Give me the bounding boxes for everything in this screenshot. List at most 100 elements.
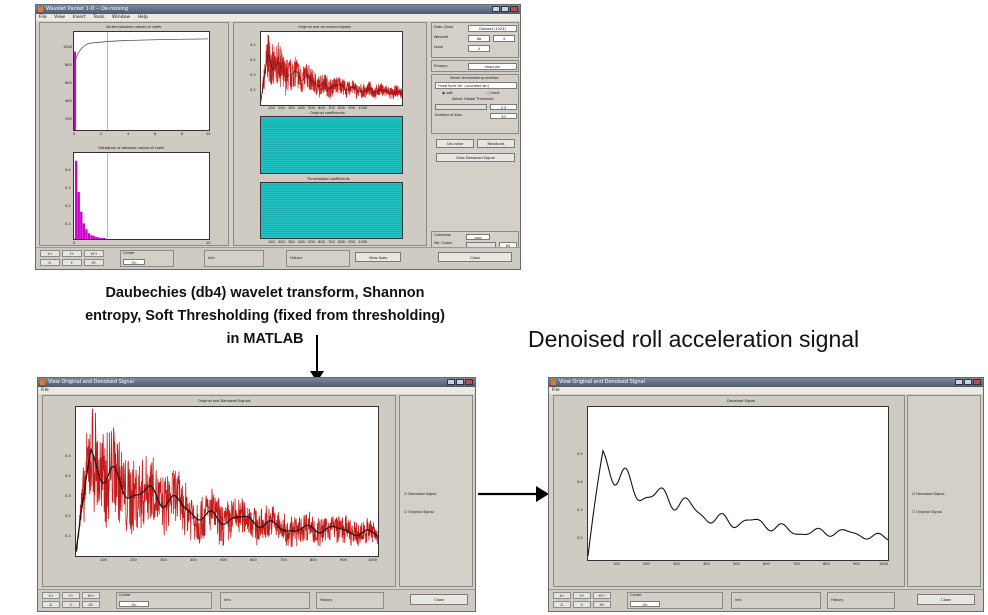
- thresholding-panel: Select thresholding method Fixed form th…: [431, 74, 519, 134]
- zoom-button[interactable]: X+: [553, 592, 571, 599]
- tick: 700: [328, 240, 335, 244]
- wavelet-order[interactable]: 4: [493, 35, 515, 42]
- x-tick: 800: [823, 562, 830, 566]
- matlab-icon: [551, 380, 556, 385]
- x-tick: 400: [190, 558, 197, 562]
- wavelet-family[interactable]: db: [468, 35, 490, 42]
- zoom-button[interactable]: X+: [40, 250, 60, 257]
- center-value[interactable]: On: [123, 259, 145, 265]
- soft-radio[interactable]: ◉ soft: [442, 91, 453, 95]
- original-denoised-window: View Original and Denoised Signal File O…: [37, 377, 476, 612]
- center-value[interactable]: On: [630, 601, 660, 607]
- legend-original[interactable]: ☑ Original Signal: [404, 510, 434, 514]
- menu-file[interactable]: File: [552, 388, 560, 393]
- thresholding-method-select[interactable]: Fixed form thr. (unscaled wn): [435, 82, 517, 89]
- bins-value[interactable]: 50: [490, 113, 517, 119]
- close-button[interactable]: Close: [410, 594, 468, 605]
- center-value[interactable]: On: [119, 601, 149, 607]
- zoom-button[interactable]: XY+: [82, 592, 100, 599]
- zoom-button[interactable]: XY-: [84, 259, 104, 266]
- menu-file[interactable]: File: [39, 15, 47, 20]
- thresholding-title: Select thresholding method: [450, 76, 499, 80]
- zoom-button[interactable]: Y+: [62, 250, 82, 257]
- original-denoised-title: Original and de-noised signals: [298, 25, 351, 29]
- legend-original[interactable]: ☐ Original Signal: [912, 510, 942, 514]
- zoom-button[interactable]: X+: [42, 592, 60, 599]
- menu-insert[interactable]: Insert: [72, 15, 86, 20]
- global-threshold-value[interactable]: 2.5: [490, 104, 517, 110]
- close-icon[interactable]: [973, 379, 981, 385]
- menu-help[interactable]: Help: [137, 15, 149, 20]
- zoom-button[interactable]: X-: [553, 601, 571, 608]
- legend-denoised[interactable]: ☑ Denoised Signal: [912, 492, 945, 496]
- zoom-button[interactable]: X-: [40, 259, 60, 266]
- close-icon[interactable]: [510, 6, 518, 12]
- process-caption: Daubechies (db4) wavelet transform, Shan…: [0, 282, 530, 351]
- signal-y-tick: 0.2: [250, 88, 256, 92]
- legend-original-label: Original Signal: [408, 510, 434, 514]
- x-tick: 800: [310, 558, 317, 562]
- close-button[interactable]: Close: [438, 252, 512, 262]
- info-box: Info: [731, 592, 821, 609]
- maximize-icon[interactable]: [456, 379, 464, 385]
- hard-radio[interactable]: ○ hard: [487, 91, 500, 95]
- zoom-button[interactable]: XY-: [82, 601, 100, 608]
- maximize-icon[interactable]: [501, 6, 509, 12]
- maximize-icon[interactable]: [964, 379, 972, 385]
- x-tick: 300: [673, 562, 680, 566]
- histogram-bar: [74, 160, 78, 239]
- colormap-select[interactable]: cool: [466, 234, 490, 240]
- y-tick: 0.4: [577, 480, 583, 484]
- x-tick: 600: [250, 558, 257, 562]
- sorted-x-tick: 4: [127, 132, 130, 136]
- denoised-signal-line: [76, 447, 378, 553]
- zoom-button[interactable]: Y+: [573, 592, 591, 599]
- zoom-button[interactable]: Y-: [573, 601, 591, 608]
- process-caption-line2: entropy, Soft Thresholding (fixed from t…: [85, 308, 445, 324]
- minimize-icon[interactable]: [955, 379, 963, 385]
- tick: 300: [288, 240, 295, 244]
- global-threshold-slider[interactable]: [435, 104, 487, 110]
- sorted-x-tick: 2: [100, 132, 103, 136]
- sorted-y-tick: 400: [65, 99, 72, 103]
- zoom-button[interactable]: Y+: [62, 592, 80, 599]
- view-axes-button[interactable]: View Axes: [355, 252, 401, 262]
- menu-window[interactable]: Window: [111, 15, 131, 20]
- soft-label: soft: [446, 91, 453, 95]
- legend-denoised[interactable]: ☑ Denoised Signal: [404, 492, 437, 496]
- history-box: History: [827, 592, 895, 609]
- sorted-y-tick: 800: [65, 63, 72, 67]
- x-tick: 1000: [368, 558, 377, 562]
- level-value[interactable]: 4: [468, 45, 490, 52]
- minimize-icon[interactable]: [447, 379, 455, 385]
- original-coefs-title: Original coefficients: [310, 111, 345, 115]
- zoom-button[interactable]: X-: [42, 601, 60, 608]
- denoise-button[interactable]: De-noise: [436, 139, 474, 148]
- original-coefs-axes: [260, 116, 403, 174]
- residuals-button[interactable]: Residuals: [477, 139, 515, 148]
- wavelet-toolbox-window: Wavelet Packet 1-D -- De-noising File Vi…: [35, 4, 521, 270]
- zoom-button[interactable]: Y-: [62, 259, 82, 266]
- center-label: Center: [123, 251, 135, 255]
- close-icon[interactable]: [465, 379, 473, 385]
- menu-file[interactable]: File: [41, 388, 49, 393]
- y-tick: 0.2: [577, 536, 583, 540]
- info-label: Info: [224, 598, 231, 602]
- zoom-button[interactable]: XY-: [593, 601, 611, 608]
- menu-tools[interactable]: Tools: [93, 15, 105, 20]
- histogram-axes: [73, 152, 210, 240]
- zoom-button[interactable]: XY+: [84, 250, 104, 257]
- histogram-bar: [95, 237, 98, 239]
- signal-y-tick: 0.3: [250, 73, 256, 77]
- down-arrow: [310, 335, 324, 382]
- zoom-button[interactable]: XY+: [593, 592, 611, 599]
- view-denoised-button[interactable]: View Denoised Signal: [436, 153, 515, 162]
- zoom-button[interactable]: Y-: [62, 601, 80, 608]
- minimize-icon[interactable]: [492, 6, 500, 12]
- menu-view[interactable]: View: [54, 15, 66, 20]
- x-tick: 400: [703, 562, 710, 566]
- data-value: Dataset (1024): [468, 25, 517, 32]
- history-label: History: [831, 598, 844, 602]
- info-box: Info: [204, 250, 264, 267]
- close-button[interactable]: Close: [917, 594, 975, 605]
